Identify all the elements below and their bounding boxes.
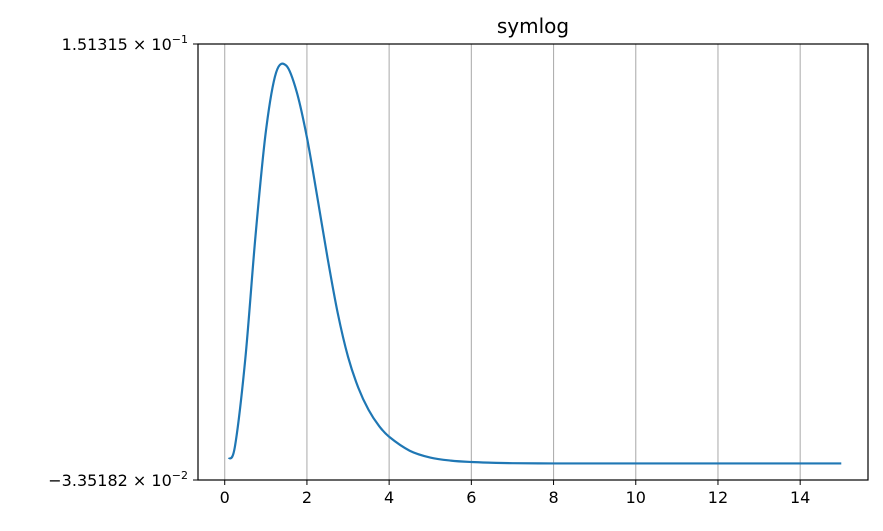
y-tick-label: −3.35182 × 10−2 [48,469,188,490]
grid-lines [224,44,801,480]
chart-title: symlog [497,14,569,38]
x-tick-label: 2 [302,488,312,507]
x-tick-label: 8 [548,488,558,507]
y-tick-mantissa: −3.35182 × 10 [48,471,172,490]
x-tick-label: 12 [708,488,728,507]
y-tick-exponent: −1 [172,33,188,46]
series-line [227,62,842,465]
x-tick-label: 6 [466,488,476,507]
y-tick-exponent: −2 [172,469,188,482]
series-layer [227,62,842,465]
x-tick-label: 10 [626,488,646,507]
plot-frame [197,43,869,481]
y-tick-label: 1.51315 × 10−1 [62,33,188,54]
x-axis: 0 2 4 6 8 10 12 14 [220,480,810,507]
x-tick-label: 14 [790,488,810,507]
y-tick-mantissa: 1.51315 × 10 [62,35,172,54]
x-tick-label: 4 [384,488,394,507]
x-tick-label: 0 [220,488,230,507]
y-axis: −3.35182 × 10−2 1.51315 × 10−1 [48,33,198,490]
